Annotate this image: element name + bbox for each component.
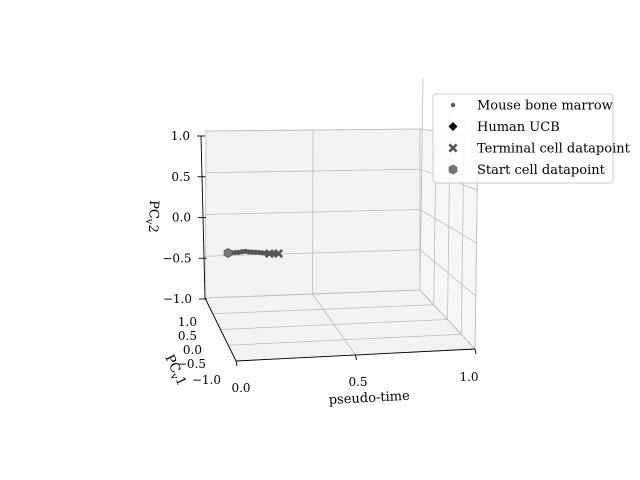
x-tick-label: 0.5 xyxy=(348,375,367,389)
z-tick-label: −1.0 xyxy=(163,292,192,306)
terminal-cell-marker xyxy=(448,143,458,153)
z-gridline-back xyxy=(205,168,421,174)
x-tick-label: 1.0 xyxy=(459,370,478,384)
y-tick-label: 0.0 xyxy=(183,343,202,357)
x-tick-label: 0.0 xyxy=(231,381,250,395)
legend-entry-label: Human UCB xyxy=(477,120,560,135)
y-gridline-floor xyxy=(220,319,448,330)
y-axis-label-sub: v xyxy=(167,371,180,382)
y-tick-label: 1.0 xyxy=(178,315,197,329)
z-gridline-back xyxy=(205,128,421,132)
y-gridline-floor xyxy=(212,304,434,315)
z-axis-label: PCv2 xyxy=(143,200,161,233)
z-gridline-back xyxy=(205,249,421,257)
y-gridline-side xyxy=(419,77,424,291)
z-tick-label: 0.5 xyxy=(171,170,190,184)
legend-entry-label: Start cell datapoint xyxy=(477,163,606,178)
z-tick-label: −0.5 xyxy=(162,251,191,265)
z-tick-label: 0.0 xyxy=(172,211,191,225)
legend-swatch-mouse-bone-marrow xyxy=(450,102,456,108)
terminal-cell-marker xyxy=(264,249,274,259)
y-axis-label-main: PC xyxy=(161,352,183,375)
x-tick-mark xyxy=(474,348,477,355)
z-axis-label-main: PC xyxy=(145,200,161,219)
y-gridline-floor xyxy=(204,289,421,299)
z-tick-label: 1.0 xyxy=(171,129,190,143)
legend-frame xyxy=(432,93,614,184)
tick-group: 0.0 0.5 1.01.00.50.0−0.5−1.01.00.50.0−0.5−… xyxy=(162,129,478,395)
y-tick-label: −0.5 xyxy=(177,357,206,371)
legend-entry-label: Terminal cell datapoint xyxy=(477,142,631,157)
z-gridline-back xyxy=(205,209,421,215)
z-axis-label-num: 2 xyxy=(145,224,160,233)
y-tick-label: 0.5 xyxy=(178,329,197,343)
y-gridline-floor xyxy=(228,333,462,346)
terminal-cell-marker xyxy=(274,249,284,259)
z-axis-line xyxy=(200,135,206,299)
y-axis-line xyxy=(204,297,237,362)
x-tick-mark xyxy=(355,354,357,361)
legend: Mouse bone marrow Human UCB Terminal cell … xyxy=(432,93,631,184)
y-tick-label: −1.0 xyxy=(192,373,221,387)
x-axis-label: pseudo-time xyxy=(328,389,410,408)
z-axis-label-sub: v xyxy=(143,217,154,224)
human-ucb-marker xyxy=(448,122,458,131)
legend-entry-label: Mouse bone marrow xyxy=(477,99,613,114)
x-tick-mark xyxy=(235,360,238,367)
start-cell-marker xyxy=(448,164,458,175)
start-cell-marker xyxy=(223,248,233,258)
data-mark-group xyxy=(223,248,284,259)
z-gridline-side xyxy=(419,209,477,244)
